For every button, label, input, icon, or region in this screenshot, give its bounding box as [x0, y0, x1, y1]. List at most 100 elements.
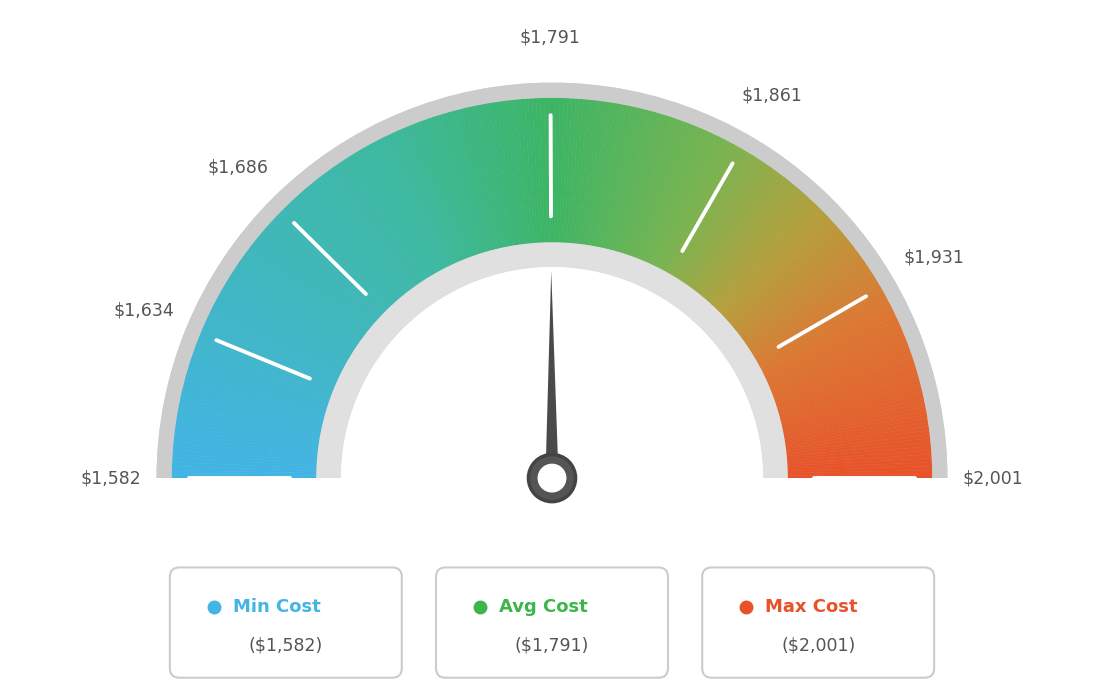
Wedge shape — [576, 100, 596, 244]
Wedge shape — [784, 411, 927, 439]
Wedge shape — [782, 395, 924, 429]
Wedge shape — [719, 209, 824, 313]
Wedge shape — [173, 438, 318, 456]
Wedge shape — [524, 99, 538, 243]
Wedge shape — [672, 151, 749, 277]
Wedge shape — [664, 143, 735, 271]
Wedge shape — [697, 177, 788, 293]
Wedge shape — [682, 161, 766, 283]
Wedge shape — [442, 113, 486, 253]
Wedge shape — [176, 419, 319, 444]
Wedge shape — [566, 99, 580, 243]
Wedge shape — [588, 103, 615, 246]
Wedge shape — [172, 446, 317, 461]
Wedge shape — [184, 376, 325, 417]
Wedge shape — [189, 361, 328, 408]
Wedge shape — [722, 215, 829, 317]
Wedge shape — [739, 245, 854, 335]
Wedge shape — [769, 331, 904, 389]
Wedge shape — [741, 251, 860, 339]
Wedge shape — [661, 141, 732, 270]
Wedge shape — [699, 180, 792, 295]
Wedge shape — [728, 224, 837, 322]
Wedge shape — [670, 149, 745, 275]
Wedge shape — [783, 403, 925, 434]
Wedge shape — [283, 206, 388, 311]
Wedge shape — [623, 115, 669, 254]
Wedge shape — [497, 101, 520, 245]
Wedge shape — [750, 271, 873, 352]
Wedge shape — [731, 230, 842, 326]
Wedge shape — [289, 201, 391, 308]
Wedge shape — [767, 324, 901, 384]
Wedge shape — [637, 123, 692, 259]
Wedge shape — [338, 161, 422, 283]
Text: Max Cost: Max Cost — [765, 598, 858, 616]
Wedge shape — [754, 281, 879, 358]
Wedge shape — [197, 338, 332, 393]
Wedge shape — [326, 170, 413, 289]
Wedge shape — [608, 109, 647, 250]
Text: Avg Cost: Avg Cost — [499, 598, 587, 616]
Wedge shape — [174, 426, 318, 449]
Wedge shape — [678, 157, 760, 280]
Wedge shape — [760, 298, 889, 369]
Wedge shape — [704, 188, 800, 299]
Wedge shape — [172, 451, 317, 463]
Wedge shape — [721, 212, 827, 315]
Wedge shape — [420, 120, 473, 257]
FancyBboxPatch shape — [436, 567, 668, 678]
Wedge shape — [725, 221, 835, 320]
Wedge shape — [762, 306, 893, 373]
Wedge shape — [200, 331, 335, 389]
Wedge shape — [552, 98, 556, 242]
Wedge shape — [178, 407, 320, 436]
Wedge shape — [286, 204, 389, 310]
Text: $1,686: $1,686 — [208, 159, 269, 177]
Wedge shape — [172, 458, 317, 469]
Wedge shape — [359, 149, 434, 275]
Wedge shape — [438, 114, 484, 253]
Wedge shape — [369, 143, 440, 271]
Wedge shape — [316, 242, 788, 478]
Wedge shape — [408, 124, 465, 260]
Wedge shape — [684, 164, 769, 284]
Text: ($1,791): ($1,791) — [514, 636, 590, 654]
Wedge shape — [598, 106, 631, 248]
Wedge shape — [183, 384, 323, 422]
Wedge shape — [449, 111, 491, 251]
Wedge shape — [172, 462, 317, 471]
Wedge shape — [594, 104, 624, 246]
Wedge shape — [187, 368, 327, 413]
Wedge shape — [401, 128, 460, 262]
Wedge shape — [758, 295, 888, 366]
Wedge shape — [689, 168, 775, 287]
Wedge shape — [386, 134, 452, 266]
Wedge shape — [740, 248, 858, 337]
Wedge shape — [157, 83, 947, 478]
Wedge shape — [335, 164, 420, 284]
Wedge shape — [584, 101, 607, 245]
Wedge shape — [785, 415, 927, 441]
Wedge shape — [784, 407, 926, 436]
Wedge shape — [768, 327, 903, 386]
Wedge shape — [157, 83, 947, 478]
Wedge shape — [508, 100, 528, 244]
Wedge shape — [193, 349, 330, 401]
Wedge shape — [394, 130, 456, 264]
Wedge shape — [732, 233, 845, 328]
Wedge shape — [485, 104, 512, 246]
Wedge shape — [344, 157, 426, 280]
Wedge shape — [680, 159, 763, 282]
Wedge shape — [775, 357, 914, 405]
Wedge shape — [277, 212, 383, 315]
Wedge shape — [631, 120, 684, 257]
Wedge shape — [761, 302, 891, 371]
Wedge shape — [734, 236, 848, 330]
Wedge shape — [772, 342, 909, 396]
Wedge shape — [176, 422, 319, 446]
Wedge shape — [322, 172, 412, 290]
Wedge shape — [446, 112, 489, 252]
Wedge shape — [666, 145, 739, 273]
Wedge shape — [787, 462, 932, 471]
